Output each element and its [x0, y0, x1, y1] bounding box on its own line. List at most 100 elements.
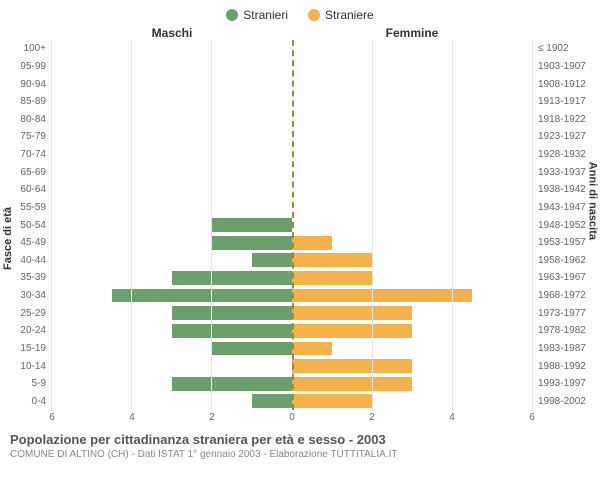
bar-row-female	[292, 58, 532, 76]
birth-year-label: 1993-1997	[538, 375, 600, 393]
legend-label: Stranieri	[243, 8, 288, 22]
bar-row-female	[292, 163, 532, 181]
x-tick: 2	[369, 412, 375, 423]
gridline	[211, 40, 212, 410]
bar-male	[212, 236, 292, 250]
bar-row-female	[292, 304, 532, 322]
female-half	[292, 40, 532, 410]
legend-swatch	[226, 9, 238, 21]
footer: Popolazione per cittadinanza straniera p…	[0, 426, 600, 460]
age-label: 100+	[0, 40, 46, 58]
x-tick: 2	[209, 412, 215, 423]
bar-male	[212, 342, 292, 356]
bar-male	[212, 218, 292, 232]
age-label: 70-74	[0, 146, 46, 164]
bar-row-male	[52, 234, 292, 252]
bar-female	[292, 359, 412, 373]
age-label: 80-84	[0, 111, 46, 129]
birth-year-label: 1958-1962	[538, 252, 600, 270]
age-label: 15-19	[0, 340, 46, 358]
birth-year-label: 1998-2002	[538, 393, 600, 411]
birth-year-label: 1973-1977	[538, 304, 600, 322]
bar-row-male	[52, 181, 292, 199]
x-tick: 6	[49, 412, 55, 423]
chart-subtitle: COMUNE DI ALTINO (CH) - Dati ISTAT 1° ge…	[10, 449, 590, 460]
gridline	[532, 40, 533, 410]
bar-row-male	[52, 322, 292, 340]
bar-male	[172, 324, 292, 338]
bar-male	[172, 377, 292, 391]
y-axis-title-right: Anni di nascita	[586, 162, 598, 240]
legend: Stranieri Straniere	[0, 0, 600, 26]
bar-row-female	[292, 75, 532, 93]
bar-row-male	[52, 93, 292, 111]
bar-male	[252, 394, 292, 408]
age-label: 35-39	[0, 269, 46, 287]
bar-female	[292, 253, 372, 267]
gridline	[131, 40, 132, 410]
age-label: 5-9	[0, 375, 46, 393]
center-line	[292, 40, 294, 410]
bar-female	[292, 342, 332, 356]
legend-item: Straniere	[308, 8, 374, 22]
bar-female	[292, 377, 412, 391]
bar-row-male	[52, 58, 292, 76]
bar-female	[292, 289, 472, 303]
column-headers: Maschi Femmine	[0, 26, 600, 40]
birth-year-label: 1908-1912	[538, 75, 600, 93]
bar-row-male	[52, 340, 292, 358]
birth-year-label: 1983-1987	[538, 340, 600, 358]
bar-row-female	[292, 111, 532, 129]
age-label: 25-29	[0, 304, 46, 322]
birth-year-label: 1903-1907	[538, 58, 600, 76]
age-label: 10-14	[0, 357, 46, 375]
bar-male	[112, 289, 292, 303]
bar-row-female	[292, 375, 532, 393]
bar-row-female	[292, 199, 532, 217]
legend-swatch	[308, 9, 320, 21]
bar-female	[292, 271, 372, 285]
age-label: 90-94	[0, 75, 46, 93]
bar-row-male	[52, 252, 292, 270]
plot-area: Fasce di età 100+95-9990-9485-8980-8475-…	[0, 40, 600, 410]
bar-row-female	[292, 216, 532, 234]
age-label: 95-99	[0, 58, 46, 76]
bar-female	[292, 324, 412, 338]
birth-year-label: 1988-1992	[538, 357, 600, 375]
bar-row-male	[52, 304, 292, 322]
bar-row-male	[52, 357, 292, 375]
bar-row-male	[52, 111, 292, 129]
birth-year-label: 1968-1972	[538, 287, 600, 305]
bar-row-male	[52, 287, 292, 305]
bar-row-female	[292, 269, 532, 287]
gridline	[372, 40, 373, 410]
age-label: 30-34	[0, 287, 46, 305]
bar-female	[292, 306, 412, 320]
male-half	[52, 40, 292, 410]
bar-row-male	[52, 199, 292, 217]
bar-row-female	[292, 322, 532, 340]
plot	[52, 40, 532, 410]
bar-row-male	[52, 146, 292, 164]
bar-row-female	[292, 93, 532, 111]
bar-male	[172, 271, 292, 285]
birth-year-label: 1923-1927	[538, 128, 600, 146]
birth-year-label: 1918-1922	[538, 111, 600, 129]
birth-year-label: 1963-1967	[538, 269, 600, 287]
age-label: 0-4	[0, 393, 46, 411]
bar-row-male	[52, 75, 292, 93]
legend-item: Stranieri	[226, 8, 288, 22]
x-tick: 0	[289, 412, 295, 423]
col-header-female: Femmine	[292, 26, 532, 40]
x-axis-ticks: 6420246	[52, 410, 532, 426]
age-label: 20-24	[0, 322, 46, 340]
bar-row-male	[52, 269, 292, 287]
bar-row-male	[52, 40, 292, 58]
bar-row-female	[292, 252, 532, 270]
birth-year-label: 1913-1917	[538, 93, 600, 111]
bar-row-female	[292, 128, 532, 146]
gridline	[452, 40, 453, 410]
bar-row-female	[292, 287, 532, 305]
bar-row-female	[292, 234, 532, 252]
birth-year-label: 1928-1932	[538, 146, 600, 164]
